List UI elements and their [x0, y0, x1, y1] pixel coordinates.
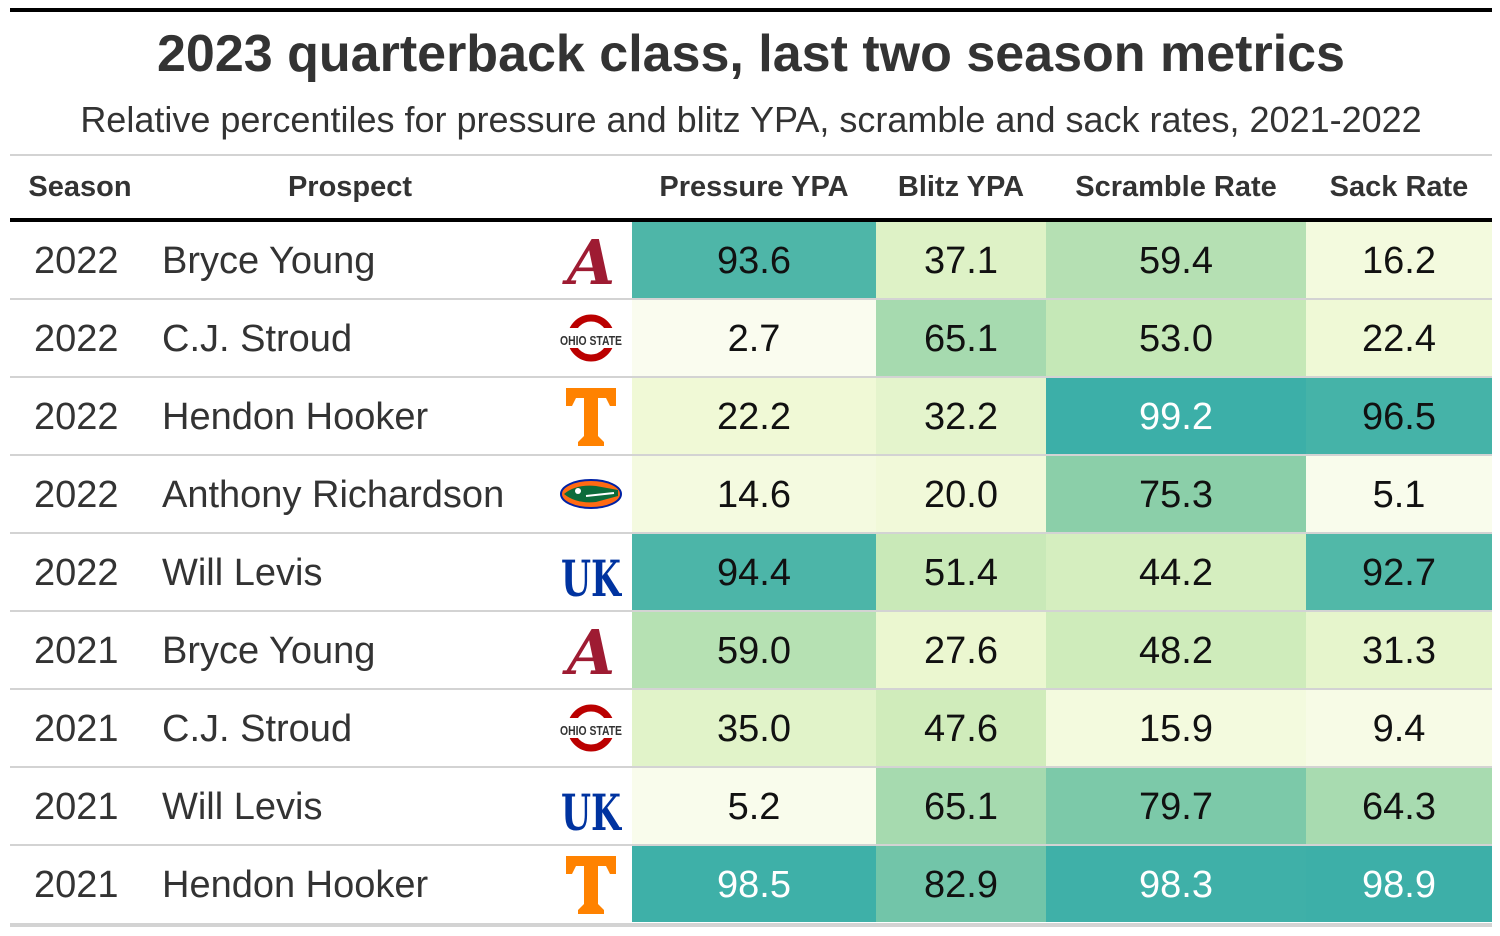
season-cell: 2021: [34, 630, 119, 672]
ohiostate-logo-icon: OHIO STATE: [559, 704, 623, 752]
header-bottom-rule: [10, 218, 1492, 222]
prospect-cell: Bryce Young: [162, 630, 376, 672]
row-divider: [10, 610, 1492, 612]
svg-text:A: A: [562, 618, 615, 682]
scramble-rate-cell: 44.2: [1046, 534, 1306, 610]
pressure-ypa-cell: 59.0: [632, 612, 876, 688]
season-cell: 2021: [34, 864, 119, 906]
row-divider: [10, 532, 1492, 534]
tennessee-logo-icon: [566, 388, 616, 446]
scramble-rate-cell: 53.0: [1046, 300, 1306, 376]
row-divider: [10, 298, 1492, 300]
table-row: 5.2 65.1 79.7 64.3 2021 Will Levis UK: [10, 768, 1492, 846]
pressure-ypa-cell: 93.6: [632, 222, 876, 298]
florida-logo-icon: [560, 479, 622, 509]
svg-text:UK: UK: [561, 783, 622, 838]
table-row: 93.6 37.1 59.4 16.2 2022 Bryce Young A: [10, 222, 1492, 300]
scramble-rate-cell: 79.7: [1046, 768, 1306, 844]
blitz-ypa-cell: 82.9: [876, 846, 1046, 922]
prospect-cell: C.J. Stroud: [162, 318, 353, 360]
season-cell: 2022: [34, 240, 119, 282]
table-row: 2.7 65.1 53.0 22.4 2022 C.J. Stroud OHIO STATE: [10, 300, 1492, 378]
chart-title: 2023 quarterback class, last two season …: [157, 25, 1345, 83]
sack-rate-cell: 31.3: [1306, 612, 1492, 688]
prospect-cell: Anthony Richardson: [162, 474, 505, 516]
header-blitz-ypa: Blitz YPA: [897, 171, 1025, 203]
row-divider: [10, 454, 1492, 456]
pressure-ypa-cell: 2.7: [632, 300, 876, 376]
blitz-ypa-cell: 27.6: [876, 612, 1046, 688]
tennessee-logo-icon: [566, 856, 616, 914]
sack-rate-cell: 64.3: [1306, 768, 1492, 844]
svg-text:UK: UK: [561, 549, 622, 604]
alabama-logo-icon: A: [562, 618, 615, 682]
table-bottom-rule: [10, 923, 1492, 927]
sack-rate-cell: 16.2: [1306, 222, 1492, 298]
scramble-rate-cell: 15.9: [1046, 690, 1306, 766]
svg-text:OHIO STATE: OHIO STATE: [560, 723, 622, 738]
table-row: 14.6 20.0 75.3 5.1 2022 Anthony Richardson: [10, 456, 1492, 534]
season-cell: 2021: [34, 786, 119, 828]
alabama-logo-icon: A: [562, 228, 615, 292]
table-row: 59.0 27.6 48.2 31.3 2021 Bryce Young A: [10, 612, 1492, 690]
kentucky-logo-icon: UK: [561, 783, 622, 838]
sack-rate-cell: 96.5: [1306, 378, 1492, 454]
pressure-ypa-cell: 22.2: [632, 378, 876, 454]
season-cell: 2022: [34, 474, 119, 516]
season-cell: 2021: [34, 708, 119, 750]
pressure-ypa-cell: 35.0: [632, 690, 876, 766]
table-chart: 2023 quarterback class, last two season …: [10, 0, 1492, 936]
blitz-ypa-cell: 47.6: [876, 690, 1046, 766]
row-divider: [10, 844, 1492, 846]
header-prospect: Prospect: [287, 171, 413, 203]
pressure-ypa-cell: 14.6: [632, 456, 876, 532]
scramble-rate-cell: 59.4: [1046, 222, 1306, 298]
pressure-ypa-cell: 98.5: [632, 846, 876, 922]
prospect-cell: Hendon Hooker: [162, 396, 429, 438]
sack-rate-cell: 98.9: [1306, 846, 1492, 922]
scramble-rate-cell: 99.2: [1046, 378, 1306, 454]
prospect-cell: C.J. Stroud: [162, 708, 353, 750]
sack-rate-cell: 22.4: [1306, 300, 1492, 376]
prospect-cell: Bryce Young: [162, 240, 376, 282]
blitz-ypa-cell: 65.1: [876, 768, 1046, 844]
row-divider: [10, 688, 1492, 690]
table-row: 94.4 51.4 44.2 92.7 2022 Will Levis UK: [10, 534, 1492, 612]
svg-text:OHIO STATE: OHIO STATE: [560, 333, 622, 348]
pressure-ypa-cell: 94.4: [632, 534, 876, 610]
table-row: 22.2 32.2 99.2 96.5 2022 Hendon Hooker: [10, 378, 1492, 456]
row-divider: [10, 766, 1492, 768]
header-sack-rate: Sack Rate: [1329, 171, 1469, 203]
table-row: 35.0 47.6 15.9 9.4 2021 C.J. Stroud OHIO STATE: [10, 690, 1492, 768]
blitz-ypa-cell: 37.1: [876, 222, 1046, 298]
scramble-rate-cell: 48.2: [1046, 612, 1306, 688]
blitz-ypa-cell: 20.0: [876, 456, 1046, 532]
header-scramble-rate: Scramble Rate: [1075, 171, 1277, 203]
table-row: 98.5 82.9 98.3 98.9 2021 Hendon Hooker: [10, 846, 1492, 924]
header-top-rule: [10, 154, 1492, 156]
top-rule: [10, 8, 1492, 12]
prospect-cell: Will Levis: [162, 552, 323, 594]
header-pressure-ypa: Pressure YPA: [659, 171, 849, 203]
blitz-ypa-cell: 32.2: [876, 378, 1046, 454]
row-divider: [10, 376, 1492, 378]
chart-subtitle: Relative percentiles for pressure and bl…: [80, 99, 1422, 140]
pressure-ypa-cell: 5.2: [632, 768, 876, 844]
scramble-rate-cell: 75.3: [1046, 456, 1306, 532]
prospect-cell: Will Levis: [162, 786, 323, 828]
scramble-rate-cell: 98.3: [1046, 846, 1306, 922]
prospect-cell: Hendon Hooker: [162, 864, 429, 906]
blitz-ypa-cell: 51.4: [876, 534, 1046, 610]
sack-rate-cell: 5.1: [1306, 456, 1492, 532]
sack-rate-cell: 92.7: [1306, 534, 1492, 610]
season-cell: 2022: [34, 552, 119, 594]
kentucky-logo-icon: UK: [561, 549, 622, 604]
season-cell: 2022: [34, 318, 119, 360]
blitz-ypa-cell: 65.1: [876, 300, 1046, 376]
sack-rate-cell: 9.4: [1306, 690, 1492, 766]
ohiostate-logo-icon: OHIO STATE: [559, 314, 623, 362]
svg-text:A: A: [562, 228, 615, 292]
header-season: Season: [28, 171, 132, 203]
season-cell: 2022: [34, 396, 119, 438]
